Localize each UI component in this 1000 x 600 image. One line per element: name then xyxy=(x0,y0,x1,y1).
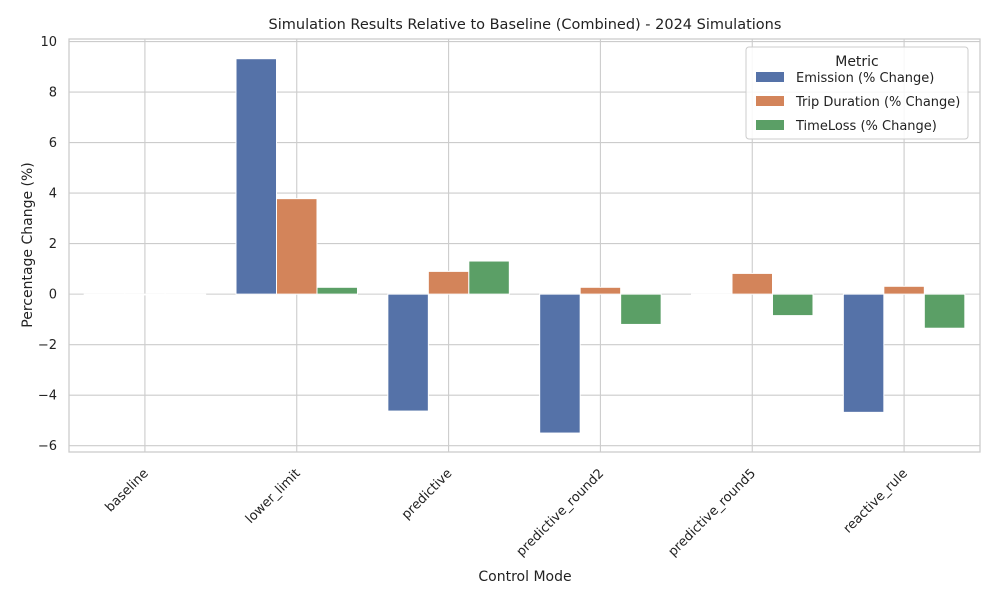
bar xyxy=(539,293,581,434)
bar xyxy=(316,286,358,295)
bar xyxy=(691,293,733,296)
x-axis-label: Control Mode xyxy=(478,569,571,585)
legend-box xyxy=(745,46,969,140)
y-axis-label: Percentage Change (%) xyxy=(20,162,36,327)
legend-label: Trip Duration (% Change) xyxy=(795,95,960,110)
legend-swatch xyxy=(756,72,784,82)
y-tick-label: 2 xyxy=(49,237,57,252)
bar xyxy=(83,293,126,296)
plot-border xyxy=(68,38,981,453)
x-tick-label: predictive_round5 xyxy=(666,466,760,560)
bar xyxy=(276,198,318,295)
bar xyxy=(883,285,925,295)
bar xyxy=(387,293,429,412)
x-tick-label: predictive_round2 xyxy=(514,466,608,560)
legend-title: Metric xyxy=(835,54,879,70)
bar xyxy=(771,293,814,317)
y-tick-label: −6 xyxy=(38,439,57,454)
bar xyxy=(731,272,773,295)
legend-swatch xyxy=(756,96,784,106)
legend: Metric Emission (% Change) Trip Duration … xyxy=(745,46,969,140)
legend-label: TimeLoss (% Change) xyxy=(795,119,937,134)
y-tick-label: 10 xyxy=(40,35,57,50)
y-tick-label: 4 xyxy=(49,187,57,202)
legend-label: Emission (% Change) xyxy=(796,71,934,86)
bar xyxy=(579,286,622,295)
x-tick-label: predictive xyxy=(399,466,455,522)
x-tick-label: baseline xyxy=(103,466,152,515)
bar xyxy=(124,293,166,296)
legend-items: Emission (% Change) Trip Duration (% Chan… xyxy=(756,71,960,134)
bar xyxy=(923,293,966,329)
bar xyxy=(842,293,885,413)
bar xyxy=(235,58,278,295)
bar xyxy=(427,270,470,295)
y-tick-label: 0 xyxy=(49,288,57,303)
bar xyxy=(164,293,207,296)
bars xyxy=(83,58,966,434)
y-axis-ticks: 10 8 6 4 2 0 −2 −4 −6 xyxy=(38,35,57,454)
bar xyxy=(468,260,510,295)
x-axis-ticks: baseline lower_limit predictive predictive_… xyxy=(103,466,911,560)
y-tick-label: 6 xyxy=(49,136,57,151)
y-tick-label: −4 xyxy=(38,389,57,404)
x-tick-label: reactive_rule xyxy=(841,466,911,536)
y-tick-label: 8 xyxy=(49,86,57,101)
x-tick-label: lower_limit xyxy=(243,466,304,527)
legend-swatch xyxy=(756,120,784,130)
bar xyxy=(620,293,662,325)
chart-title: Simulation Results Relative to Baseline … xyxy=(269,17,782,33)
y-tick-label: −2 xyxy=(38,338,57,353)
